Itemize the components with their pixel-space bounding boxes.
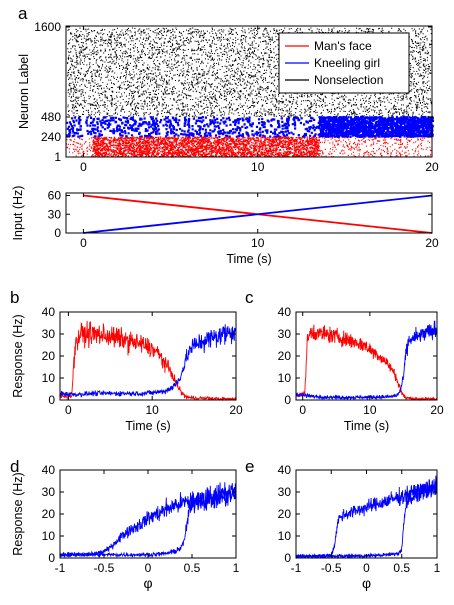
response-trace-0 [295, 324, 438, 402]
y-tick-label: 10 [278, 529, 292, 543]
x-tick-label: 0 [65, 403, 72, 417]
x-tick-label: 20 [425, 160, 439, 174]
x-tick-label: 0.5 [184, 561, 201, 575]
y-tick-label: 0 [284, 551, 291, 565]
y-tick-label: 10 [42, 529, 56, 543]
panel-letter-d: d [10, 457, 19, 476]
x-tick-label: -0.5 [321, 561, 342, 575]
y-tick-label: 40 [278, 463, 292, 477]
y-tick-label: 20 [42, 507, 56, 521]
x-tick-label: -0.5 [94, 561, 115, 575]
y-tick-label: 40 [278, 305, 292, 319]
mans-face-spikes [66, 136, 433, 158]
y-tick-label: 10 [278, 371, 292, 385]
legend-label: Kneeling girl [314, 56, 380, 70]
raster-panel: 0 10 20 1 240 480 1600 Neuron Label Man's face Kn… [17, 20, 439, 174]
panel-letter-a: a [18, 4, 28, 23]
x-tick-label: 0 [80, 236, 87, 250]
plot-frame [59, 311, 237, 401]
y-axis-label: Input (Hz) [11, 186, 25, 241]
x-tick-label: 0.5 [393, 561, 410, 575]
x-tick-label: 1 [233, 561, 240, 575]
legend: Man's face Kneeling girl Nonselection [278, 32, 410, 94]
x-axis-label: Time (s) [226, 252, 271, 266]
x-tick-label: 20 [430, 403, 444, 417]
x-tick-label: 0 [299, 403, 306, 417]
x-tick-label: -1 [55, 561, 66, 575]
x-tick-label: 20 [425, 236, 439, 250]
y-tick-label: 20 [42, 349, 56, 363]
y-tick-label: 1 [54, 150, 61, 164]
x-axis-label: φ [143, 575, 152, 591]
y-tick-label: 1600 [34, 20, 61, 34]
x-tick-label: 0 [363, 561, 370, 575]
y-tick-label: 20 [278, 349, 292, 363]
panel-letter-e: e [245, 457, 254, 476]
plot-frame [65, 25, 433, 158]
y-tick-label: 30 [42, 485, 56, 499]
response-trace-1 [295, 479, 438, 560]
y-axis-label: Neuron Label [17, 54, 31, 129]
response-panel-b: 0 10 20 0 10 20 30 40 Time (s) Response (Hz) [11, 305, 243, 433]
response-trace-0 [59, 482, 237, 558]
y-tick-label: 0 [284, 393, 291, 407]
x-tick-label: 0 [145, 561, 152, 575]
plot-frame [295, 469, 438, 559]
y-axis-label: Response (Hz) [11, 314, 25, 397]
y-tick-label: 30 [42, 327, 56, 341]
x-tick-label: 10 [251, 236, 265, 250]
x-axis-label: Time (s) [344, 419, 389, 433]
x-tick-label: 0 [80, 160, 87, 174]
x-tick-label: 1 [434, 561, 441, 575]
y-tick-label: 10 [42, 371, 56, 385]
panel-letter-b: b [10, 288, 19, 307]
legend-label: Man's face [314, 39, 372, 53]
y-tick-label: 0 [48, 551, 55, 565]
x-tick-label: 10 [363, 403, 377, 417]
y-axis-label: Response (Hz) [11, 472, 25, 555]
x-tick-label: 10 [251, 160, 265, 174]
legend-label: Nonselection [314, 73, 383, 87]
y-tick-label: 20 [278, 507, 292, 521]
y-tick-label: 30 [48, 207, 62, 221]
response-trace-1 [295, 320, 438, 401]
y-tick-label: 30 [278, 485, 292, 499]
response-trace-0 [295, 475, 438, 559]
x-tick-label: 10 [146, 403, 160, 417]
response-panel-c: 0 10 20 0 10 20 30 40 Time (s) [278, 305, 444, 433]
plot-frame [295, 311, 438, 401]
x-tick-label: -1 [291, 561, 302, 575]
response-trace-0 [59, 320, 237, 402]
y-tick-label: 0 [54, 226, 61, 240]
kneeling-girl-spikes [66, 115, 434, 138]
y-tick-label: 30 [278, 327, 292, 341]
response-trace-1 [59, 324, 237, 398]
x-axis-label: Time (s) [125, 419, 170, 433]
y-tick-label: 0 [48, 393, 55, 407]
y-tick-label: 40 [42, 463, 56, 477]
input-panel: 0 10 20 0 30 60 Time (s) Input (Hz) [11, 186, 439, 266]
y-tick-label: 40 [42, 305, 56, 319]
y-tick-label: 60 [48, 189, 62, 203]
y-tick-label: 240 [41, 130, 61, 144]
x-tick-label: 20 [229, 403, 243, 417]
input-line-1 [83, 194, 433, 234]
y-tick-label: 480 [41, 110, 61, 124]
x-axis-label: φ [362, 575, 371, 591]
panel-letter-c: c [245, 288, 254, 307]
plot-frame [65, 192, 433, 234]
